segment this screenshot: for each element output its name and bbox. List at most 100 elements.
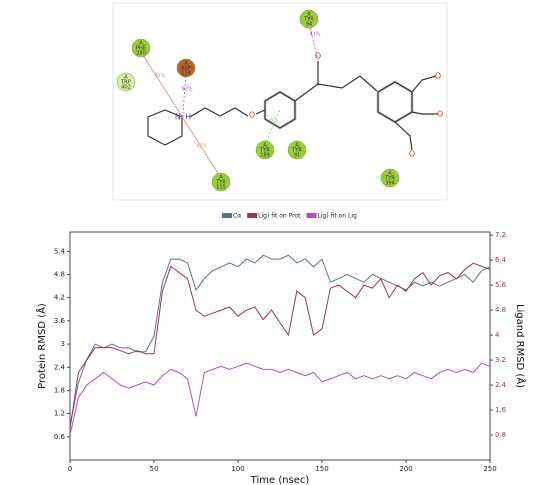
legend-label: Cα (233, 213, 241, 220)
y2-axis-label: Ligand RMSD (Å) (514, 304, 527, 388)
residue-name: PHE (136, 46, 146, 52)
atom-label: O (409, 150, 415, 159)
y2-tick-label: 4.8 (495, 306, 506, 314)
residue-circle (255, 140, 275, 160)
residue-name: ASP (181, 66, 191, 72)
x-axis-label: Time (nsec) (250, 475, 310, 485)
residue-circle (131, 38, 151, 58)
enone (294, 75, 379, 102)
y-tick-label: 1.8 (54, 386, 65, 394)
series-line (69, 362, 491, 436)
residue-chain: A (184, 61, 188, 67)
residue-circle (211, 172, 231, 192)
chart: 0 50 100 150 200 250 0.6 1.2 1.8 2.4 3 3.6 4.2 4.8 5.4… (35, 213, 527, 485)
residue-number: 394 (385, 181, 395, 187)
residue-name: TYR (259, 148, 270, 154)
interaction (182, 71, 187, 114)
y-tick-label: 3.6 (54, 317, 66, 325)
methoxy (411, 111, 438, 115)
ring-shadow (376, 80, 414, 124)
series-line (69, 262, 491, 429)
y-tick-label: 4.8 (54, 271, 65, 279)
y2-tick-label: 5.6 (495, 281, 507, 289)
atom-label: N⁺H (175, 113, 191, 122)
molecule (147, 61, 438, 151)
atom-label: O (315, 52, 321, 61)
legend-label: Lig) fit on Lig (318, 213, 357, 220)
residue-name: TRP (120, 80, 131, 86)
residue-number: 402 (121, 85, 131, 91)
x-tick-label: 100 (231, 465, 244, 473)
x-tick-label: 0 (68, 465, 72, 473)
interaction (140, 51, 222, 179)
y-tick-label: 2.4 (54, 363, 66, 371)
y2-tick-label: 1.6 (495, 406, 507, 414)
diagram-labels: ATYR94APHE280ATRP402AASP114ATYR189ATYR91… (116, 9, 443, 192)
interaction-lines (140, 23, 319, 179)
legend-swatch (222, 213, 232, 218)
legend-swatch (247, 213, 258, 218)
diagram-frame (112, 2, 448, 201)
residue-circle (116, 72, 136, 92)
atom-label: O (249, 111, 255, 120)
residue-circle (176, 58, 196, 78)
residue-number: 91 (294, 153, 300, 159)
y-axis-label: Protein RMSD (Å) (35, 303, 48, 389)
y2-tick-label: 6.4 (495, 256, 507, 264)
residue-circle (299, 9, 319, 29)
residue-chain: A (307, 12, 311, 18)
y-tick-label: 1.2 (54, 410, 65, 418)
linker (189, 107, 249, 118)
residue-number: 94 (306, 22, 312, 28)
x-tick-label: 250 (483, 465, 496, 473)
residue-chain: A (219, 175, 223, 181)
residue-number: 280 (136, 51, 146, 57)
plot-frame (69, 231, 491, 461)
y2-tick-label: 2.4 (495, 381, 507, 389)
interaction-percent: 41% (309, 32, 320, 38)
y-tick-label: 0.6 (54, 433, 66, 441)
interaction-percent: 92% (181, 87, 192, 93)
residue-name: TYR (291, 148, 302, 154)
y-tick-label: 4.2 (54, 294, 65, 302)
benzene (264, 91, 296, 129)
y2-tick-label: 3.2 (495, 356, 506, 364)
y-tick-label: 5.4 (54, 247, 66, 255)
x-tick-label: 150 (315, 465, 328, 473)
x-tick-label: 50 (150, 465, 159, 473)
ether-bond (255, 109, 266, 115)
residue-number: 114 (181, 71, 191, 77)
residue-number: 189 (260, 153, 270, 159)
methoxy (411, 75, 437, 93)
residue-chain: A (388, 171, 392, 177)
series-line (69, 254, 491, 426)
legend-swatch (306, 213, 317, 218)
atom-label: O (435, 72, 441, 81)
atom-label: O (437, 110, 443, 119)
residue-chain: A (139, 41, 143, 47)
interaction-percent: 42% (196, 144, 207, 150)
y2-tick-label: 0.8 (495, 431, 506, 439)
residue-circle (380, 168, 400, 188)
residue-circle (287, 140, 307, 160)
residue-number: 115 (216, 185, 226, 191)
residue-chain: A (124, 75, 128, 81)
residue-chain: A (263, 143, 267, 149)
residue-name: TYR (384, 176, 395, 182)
residue-chain: A (295, 143, 299, 149)
y-tick-label: 3 (61, 340, 65, 348)
y2-tick-label: 4 (495, 331, 500, 339)
x-tick-label: 200 (399, 465, 412, 473)
interaction-percent: 6% (270, 118, 278, 124)
y2-tick-label: 7.2 (495, 231, 506, 239)
interaction-percent: 97% (154, 74, 165, 80)
